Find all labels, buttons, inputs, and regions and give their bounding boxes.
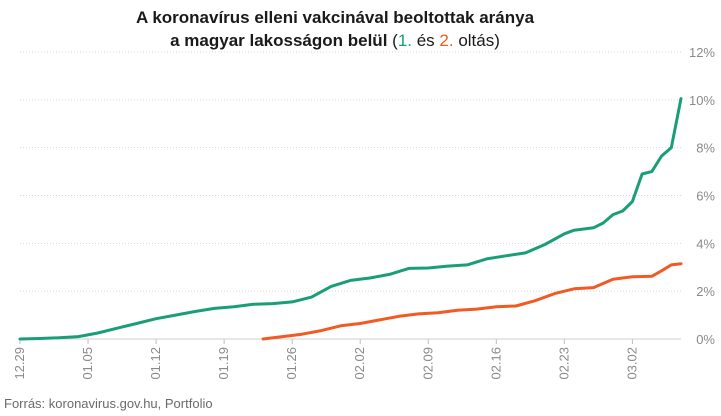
x-tick-label: 03.02 <box>624 347 639 380</box>
x-tick-label: 02.23 <box>556 347 571 380</box>
series-line-1 <box>18 97 683 341</box>
title-paren-open: ( <box>387 31 398 50</box>
x-axis-ticks: 12.29 01.05 01.12 01.19 01.26 02.02 02.09 02.16… <box>12 339 639 380</box>
chart-title: A koronavírus elleni vakcinával beoltott… <box>0 6 670 52</box>
y-tick-label: 4% <box>696 236 715 251</box>
x-tick-label: 01.19 <box>216 347 231 380</box>
series-lines <box>18 97 683 341</box>
y-tick-label: 12% <box>689 45 715 60</box>
y-tick-label: 8% <box>696 141 715 156</box>
x-tick-label: 01.26 <box>284 347 299 380</box>
source-note: Forrás: koronavirus.gov.hu, Portfolio <box>4 396 213 411</box>
y-axis-ticks: 0% 2% 4% 6% 8% 10% 12% <box>689 45 715 347</box>
title-series-2-label: 2. <box>439 31 454 50</box>
x-tick-label: 02.16 <box>488 347 503 380</box>
x-tick-label: 12.29 <box>12 347 27 380</box>
title-dose-word: oltás) <box>453 31 500 50</box>
y-tick-label: 10% <box>689 93 715 108</box>
x-tick-label: 02.09 <box>420 347 435 380</box>
title-line-1: A koronavírus elleni vakcinával beoltott… <box>135 8 535 27</box>
title-series-1-label: 1. <box>397 31 412 50</box>
title-line-2: a magyar lakosságon belül (1. és 2. oltá… <box>0 29 670 52</box>
y-tick-label: 0% <box>696 332 715 347</box>
x-tick-label: 01.05 <box>80 347 95 380</box>
title-and-word: és <box>412 31 440 50</box>
x-tick-label: 01.12 <box>148 347 163 380</box>
grid-lines <box>20 51 681 292</box>
series-line-2 <box>261 262 683 341</box>
x-tick-label: 02.02 <box>352 347 367 380</box>
title-line-2-main: a magyar lakosságon belül <box>170 31 388 50</box>
y-tick-label: 2% <box>696 284 715 299</box>
y-tick-label: 6% <box>696 189 715 204</box>
